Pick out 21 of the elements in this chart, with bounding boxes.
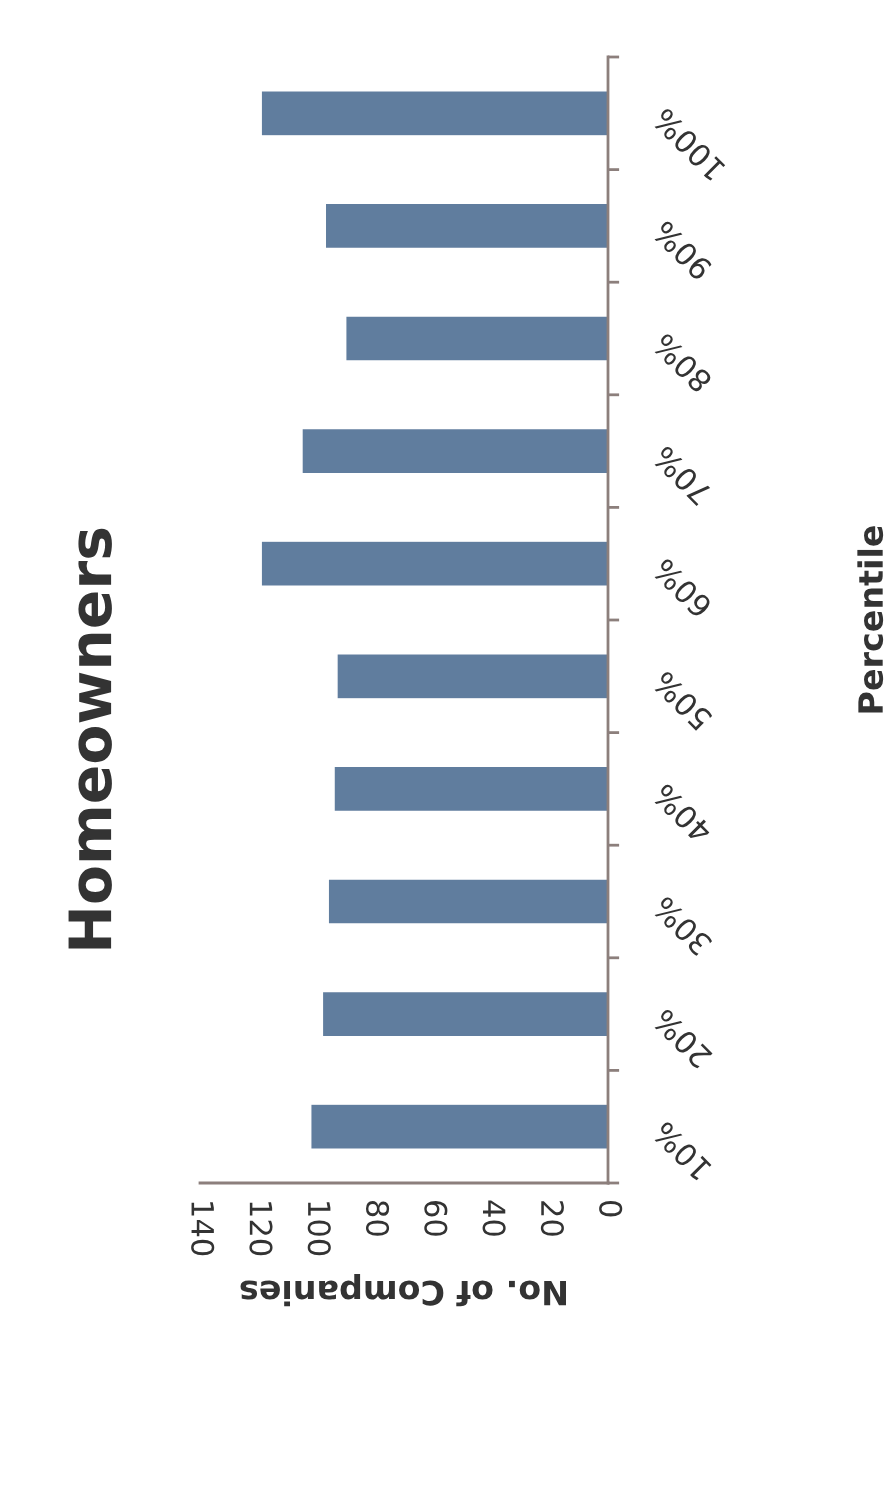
x-tick-label: 0 — [599, 1200, 623, 1217]
x-tick-label: 20 — [540, 1201, 564, 1236]
x-tick-label: 120 — [249, 1202, 273, 1256]
bar — [310, 1103, 608, 1150]
x-tick-label: 140 — [191, 1202, 215, 1256]
bar — [260, 540, 608, 587]
x-axis-title: No. of Companies — [240, 1273, 566, 1307]
x-tick-label: 80 — [365, 1201, 390, 1236]
bar — [327, 878, 608, 925]
bar — [324, 202, 608, 250]
bar — [333, 765, 608, 813]
bar — [260, 90, 608, 137]
y-axis-title: Percentile — [857, 526, 884, 713]
x-tick-label: 60 — [424, 1201, 448, 1236]
x-tick-label: 40 — [482, 1200, 506, 1236]
bar — [336, 653, 608, 700]
bar — [345, 315, 608, 362]
bar — [301, 427, 608, 475]
bar — [321, 990, 608, 1038]
text: Homeowners — [68, 528, 112, 949]
x-tick-label: 100 — [307, 1202, 331, 1256]
